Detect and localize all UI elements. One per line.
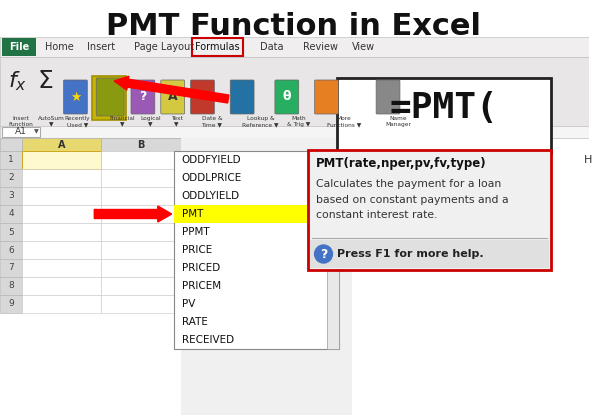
Text: PV: PV [181, 299, 195, 309]
Text: RECEIVED: RECEIVED [181, 335, 234, 345]
FancyBboxPatch shape [0, 295, 22, 313]
FancyBboxPatch shape [131, 80, 155, 114]
Text: H: H [584, 155, 592, 165]
Text: Insert: Insert [87, 42, 116, 52]
Text: ★: ★ [70, 90, 81, 103]
FancyBboxPatch shape [101, 169, 181, 187]
FancyArrow shape [114, 76, 229, 103]
Text: 1: 1 [8, 156, 14, 164]
FancyBboxPatch shape [22, 295, 101, 313]
Text: 5: 5 [8, 227, 14, 237]
FancyBboxPatch shape [101, 223, 181, 241]
Text: Name
Manager: Name Manager [385, 116, 411, 127]
FancyBboxPatch shape [101, 187, 181, 205]
FancyBboxPatch shape [22, 241, 101, 259]
FancyBboxPatch shape [0, 259, 22, 277]
FancyBboxPatch shape [93, 76, 126, 120]
FancyBboxPatch shape [161, 80, 184, 114]
FancyBboxPatch shape [174, 151, 339, 349]
Text: $f_x$: $f_x$ [8, 70, 27, 93]
Text: PMT(rate,nper,pv,fv,type): PMT(rate,nper,pv,fv,type) [315, 158, 486, 171]
Text: ?: ? [320, 247, 327, 261]
Text: File: File [9, 42, 29, 52]
FancyBboxPatch shape [101, 241, 181, 259]
Text: 6: 6 [8, 246, 14, 254]
Text: 3: 3 [8, 191, 14, 200]
Text: 9: 9 [8, 300, 14, 308]
Text: Press F1 for more help.: Press F1 for more help. [337, 249, 484, 259]
Text: constant interest rate.: constant interest rate. [315, 210, 437, 220]
Text: based on constant payments and a: based on constant payments and a [315, 195, 508, 205]
Text: AutoSum
▼: AutoSum ▼ [38, 116, 65, 127]
Text: Lookup &
Reference ▼: Lookup & Reference ▼ [242, 116, 279, 127]
FancyBboxPatch shape [308, 150, 551, 270]
FancyBboxPatch shape [22, 151, 101, 169]
Text: PPMT: PPMT [181, 227, 209, 237]
Text: Date &
Time ▼: Date & Time ▼ [202, 116, 222, 127]
FancyBboxPatch shape [0, 223, 22, 241]
FancyBboxPatch shape [101, 138, 181, 151]
Text: B: B [137, 139, 145, 149]
Text: PRICE: PRICE [181, 245, 212, 255]
Text: A: A [168, 90, 177, 103]
Text: Review: Review [302, 42, 337, 52]
Text: Financial
▼: Financial ▼ [109, 116, 135, 127]
Text: Calculates the payment for a loan: Calculates the payment for a loan [315, 179, 501, 189]
Text: Recently
Used ▼: Recently Used ▼ [65, 116, 90, 127]
Text: A1: A1 [15, 127, 27, 137]
FancyBboxPatch shape [181, 138, 352, 415]
Text: Formulas: Formulas [195, 42, 240, 52]
FancyBboxPatch shape [63, 80, 87, 114]
Text: More
Functions ▼: More Functions ▼ [327, 116, 361, 127]
FancyBboxPatch shape [22, 277, 101, 295]
Text: ▲: ▲ [331, 157, 336, 163]
FancyBboxPatch shape [22, 259, 101, 277]
Text: ODDLYIELD: ODDLYIELD [181, 191, 240, 201]
FancyBboxPatch shape [192, 38, 243, 56]
FancyBboxPatch shape [327, 169, 339, 349]
FancyArrow shape [94, 206, 172, 222]
FancyBboxPatch shape [22, 187, 101, 205]
FancyBboxPatch shape [315, 80, 339, 114]
FancyBboxPatch shape [0, 169, 22, 187]
Text: Data: Data [260, 42, 283, 52]
Text: PMT: PMT [181, 209, 203, 219]
FancyBboxPatch shape [337, 78, 551, 153]
Text: PMT Function in Excel: PMT Function in Excel [106, 12, 482, 41]
FancyBboxPatch shape [346, 154, 542, 172]
Text: PRICEM: PRICEM [181, 281, 221, 291]
FancyBboxPatch shape [0, 241, 22, 259]
Text: Insert
Function: Insert Function [8, 116, 33, 127]
Text: Home: Home [44, 42, 74, 52]
Text: ?: ? [139, 90, 146, 103]
Circle shape [315, 245, 333, 263]
FancyBboxPatch shape [275, 80, 299, 114]
FancyBboxPatch shape [0, 57, 588, 127]
Text: 8: 8 [8, 281, 14, 290]
FancyBboxPatch shape [230, 80, 254, 114]
FancyBboxPatch shape [2, 127, 40, 137]
FancyBboxPatch shape [0, 205, 22, 223]
Text: Σ: Σ [38, 69, 53, 93]
FancyBboxPatch shape [0, 187, 22, 205]
FancyBboxPatch shape [0, 138, 22, 151]
FancyBboxPatch shape [96, 78, 124, 116]
FancyBboxPatch shape [22, 169, 101, 187]
FancyBboxPatch shape [0, 37, 588, 57]
FancyBboxPatch shape [22, 205, 101, 223]
Text: ODDLPRICE: ODDLPRICE [181, 173, 242, 183]
FancyBboxPatch shape [190, 80, 214, 114]
FancyBboxPatch shape [101, 259, 181, 277]
Text: PRICED: PRICED [181, 263, 220, 273]
Text: 7: 7 [8, 264, 14, 273]
FancyBboxPatch shape [174, 205, 327, 223]
FancyBboxPatch shape [101, 277, 181, 295]
Text: RATE: RATE [181, 317, 208, 327]
FancyBboxPatch shape [101, 295, 181, 313]
Text: ODDFYIELD: ODDFYIELD [181, 155, 241, 165]
Text: Logical
▼: Logical ▼ [140, 116, 161, 127]
FancyBboxPatch shape [22, 138, 101, 151]
FancyBboxPatch shape [101, 205, 181, 223]
Text: PMT(rate, nper, pv, [fv], [type]): PMT(rate, nper, pv, [fv], [type]) [374, 159, 515, 168]
